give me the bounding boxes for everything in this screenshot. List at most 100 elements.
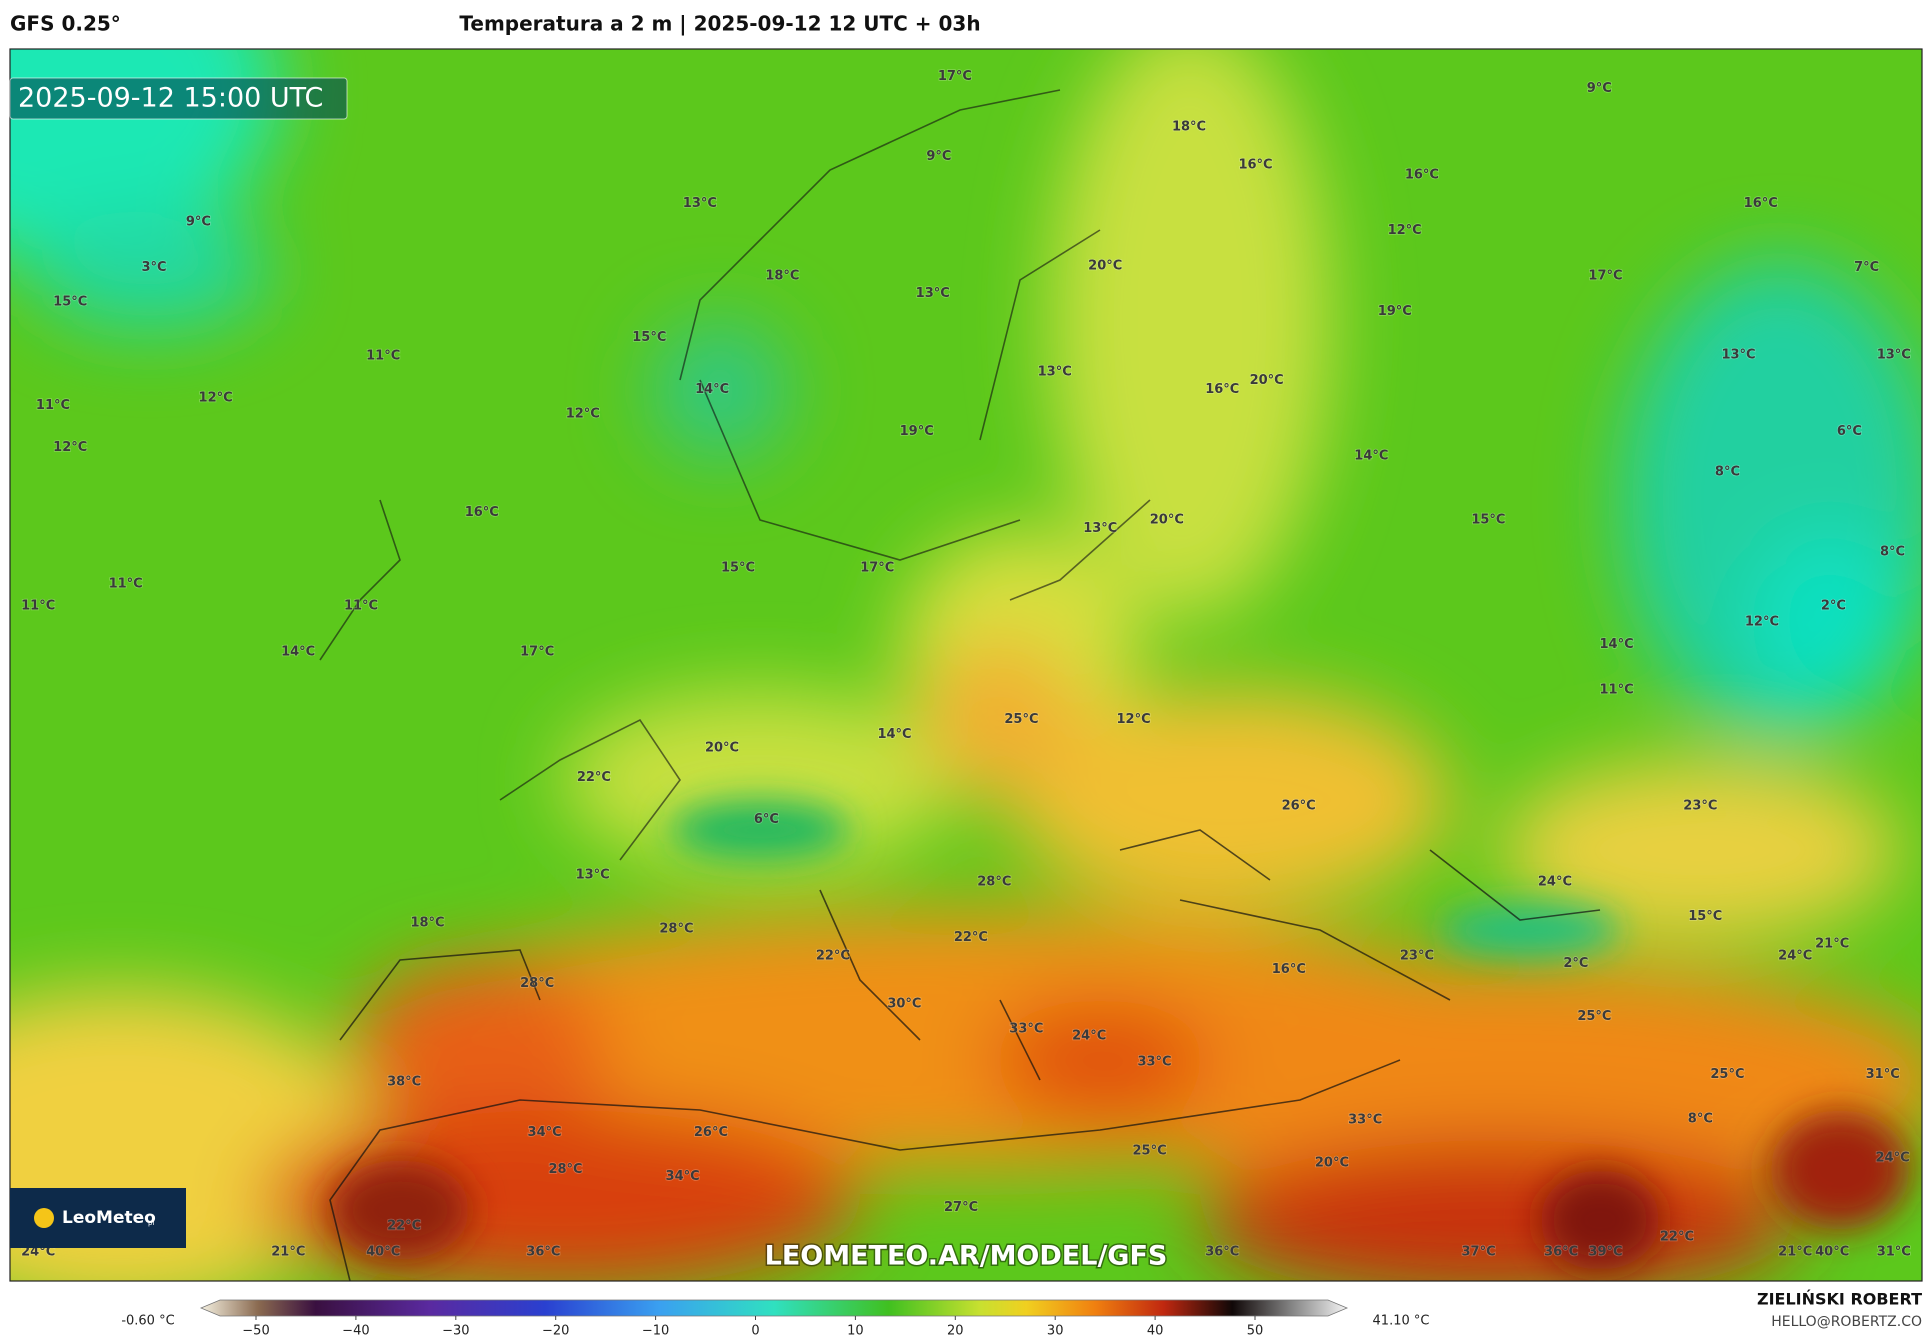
colorbar-tick-label: 30 [1047, 1324, 1064, 1338]
temperature-label: 15°C [1471, 512, 1505, 527]
temperature-label: 28°C [977, 875, 1011, 890]
temperature-label: 36°C [526, 1244, 560, 1259]
temperature-label: 14°C [1354, 448, 1388, 463]
map-title: Temperatura a 2 m | 2025-09-12 12 UTC + … [459, 12, 980, 36]
temperature-label: 17°C [520, 644, 554, 659]
temperature-label: 12°C [1745, 615, 1779, 630]
temperature-label: 30°C [887, 997, 921, 1012]
temperature-label: 21°C [271, 1244, 305, 1259]
temperature-label: 16°C [465, 505, 499, 520]
temperature-label: 11°C [1600, 683, 1634, 698]
colorbar-tick-label: −50 [242, 1324, 269, 1338]
timestamp-box [9, 77, 348, 120]
temperature-label: 13°C [1083, 521, 1117, 536]
temperature-label: 8°C [1715, 464, 1740, 479]
temperature-label: 24°C [1778, 949, 1812, 964]
temperature-label: 25°C [1004, 712, 1038, 727]
temperature-label: 14°C [1600, 637, 1634, 652]
temperature-label: 8°C [1880, 545, 1905, 560]
colorbar-max: 41.10 °C [1373, 1314, 1430, 1329]
temperature-label: 18°C [410, 915, 444, 930]
colorbar [199, 1299, 1349, 1317]
temperature-label: 40°C [1815, 1244, 1849, 1259]
colorbar-min: -0.60 °C [121, 1314, 174, 1329]
temperature-label: 2°C [1821, 599, 1846, 614]
temperature-label: 7°C [1854, 260, 1879, 275]
temperature-label: 13°C [1877, 347, 1911, 362]
temperature-label: 16°C [1205, 382, 1239, 397]
temperature-label: 23°C [1683, 798, 1717, 813]
logo-suffix: pl [148, 1219, 154, 1227]
temperature-label: 26°C [1282, 798, 1316, 813]
temperature-label: 20°C [1315, 1156, 1349, 1171]
contact: HELLO@ROBERTZ.CO [1771, 1314, 1922, 1330]
temperature-label: 6°C [754, 812, 779, 827]
temperature-label: 17°C [860, 561, 894, 576]
temperature-label: 11°C [109, 577, 143, 592]
logo-sun [34, 1208, 54, 1228]
temperature-label: 21°C [1778, 1244, 1812, 1259]
temperature-label: 2°C [1563, 956, 1588, 971]
map-frame [9, 48, 1923, 1282]
colorbar-tick-label: −40 [342, 1324, 369, 1338]
temperature-label: 40°C [366, 1244, 400, 1259]
temperature-label: 31°C [1866, 1067, 1900, 1082]
colorbar-tick-label: −20 [542, 1324, 569, 1338]
temperature-label: 22°C [816, 949, 850, 964]
temperature-label: 39°C [1588, 1244, 1622, 1259]
temperature-label: 22°C [577, 770, 611, 785]
temperature-label: 9°C [926, 149, 951, 164]
temperature-label: 20°C [1088, 259, 1122, 274]
temperature-label: 34°C [528, 1125, 562, 1140]
temperature-label: 20°C [1150, 512, 1184, 527]
temperature-label: 18°C [765, 269, 799, 284]
temperature-label: 25°C [1710, 1067, 1744, 1082]
timestamp: 2025-09-12 15:00 UTC [18, 83, 323, 114]
temperature-label: 28°C [548, 1162, 582, 1177]
temperature-label: 25°C [1577, 1009, 1611, 1024]
temperature-label: 8°C [1688, 1111, 1713, 1126]
temperature-label: 36°C [1205, 1244, 1239, 1259]
temperature-label: 33°C [1348, 1113, 1382, 1128]
temperature-label: 11°C [344, 599, 378, 614]
temperature-label: 24°C [1072, 1029, 1106, 1044]
temperature-label: 11°C [366, 349, 400, 364]
temperature-label: 27°C [944, 1200, 978, 1215]
temperature-label: 22°C [954, 930, 988, 945]
temperature-label: 13°C [1038, 365, 1072, 380]
temperature-label: 15°C [721, 561, 755, 576]
temperature-label: 12°C [199, 390, 233, 405]
author: ZIELIŃSKI ROBERT [1757, 1290, 1922, 1309]
temperature-label: 19°C [900, 424, 934, 439]
temperature-label: 12°C [566, 407, 600, 422]
temperature-label: 12°C [1117, 712, 1151, 727]
temperature-label: 9°C [1587, 81, 1612, 96]
temperature-label: 16°C [1744, 196, 1778, 211]
temperature-label: 20°C [705, 740, 739, 755]
temperature-label: 26°C [694, 1125, 728, 1140]
colorbar-tick-label: −10 [642, 1324, 669, 1338]
temperature-label: 15°C [632, 330, 666, 345]
temperature-label: 16°C [1238, 158, 1272, 173]
temperature-label: 22°C [1660, 1230, 1694, 1245]
temperature-label: 13°C [576, 867, 610, 882]
temperature-label: 13°C [1721, 347, 1755, 362]
colorbar-tick-label: 20 [947, 1324, 964, 1338]
temperature-label: 31°C [1877, 1244, 1911, 1259]
watermark: LEOMETEO.AR/MODEL/GFS [765, 1241, 1168, 1272]
model-name: GFS 0.25° [10, 12, 121, 36]
colorbar-tick-label: 10 [847, 1324, 864, 1338]
temperature-label: 36°C [1544, 1244, 1578, 1259]
colorbar-tick-label: 40 [1147, 1324, 1164, 1338]
temperature-label: 11°C [21, 599, 55, 614]
colorbar-tick-label: −30 [442, 1324, 469, 1338]
temperature-label: 6°C [1837, 424, 1862, 439]
temperature-label: 14°C [695, 382, 729, 397]
temperature-label: 28°C [659, 922, 693, 937]
temperature-label: 25°C [1133, 1143, 1167, 1158]
temperature-label: 37°C [1462, 1244, 1496, 1259]
temperature-label: 14°C [877, 727, 911, 742]
temperature-label: 33°C [1009, 1021, 1043, 1036]
